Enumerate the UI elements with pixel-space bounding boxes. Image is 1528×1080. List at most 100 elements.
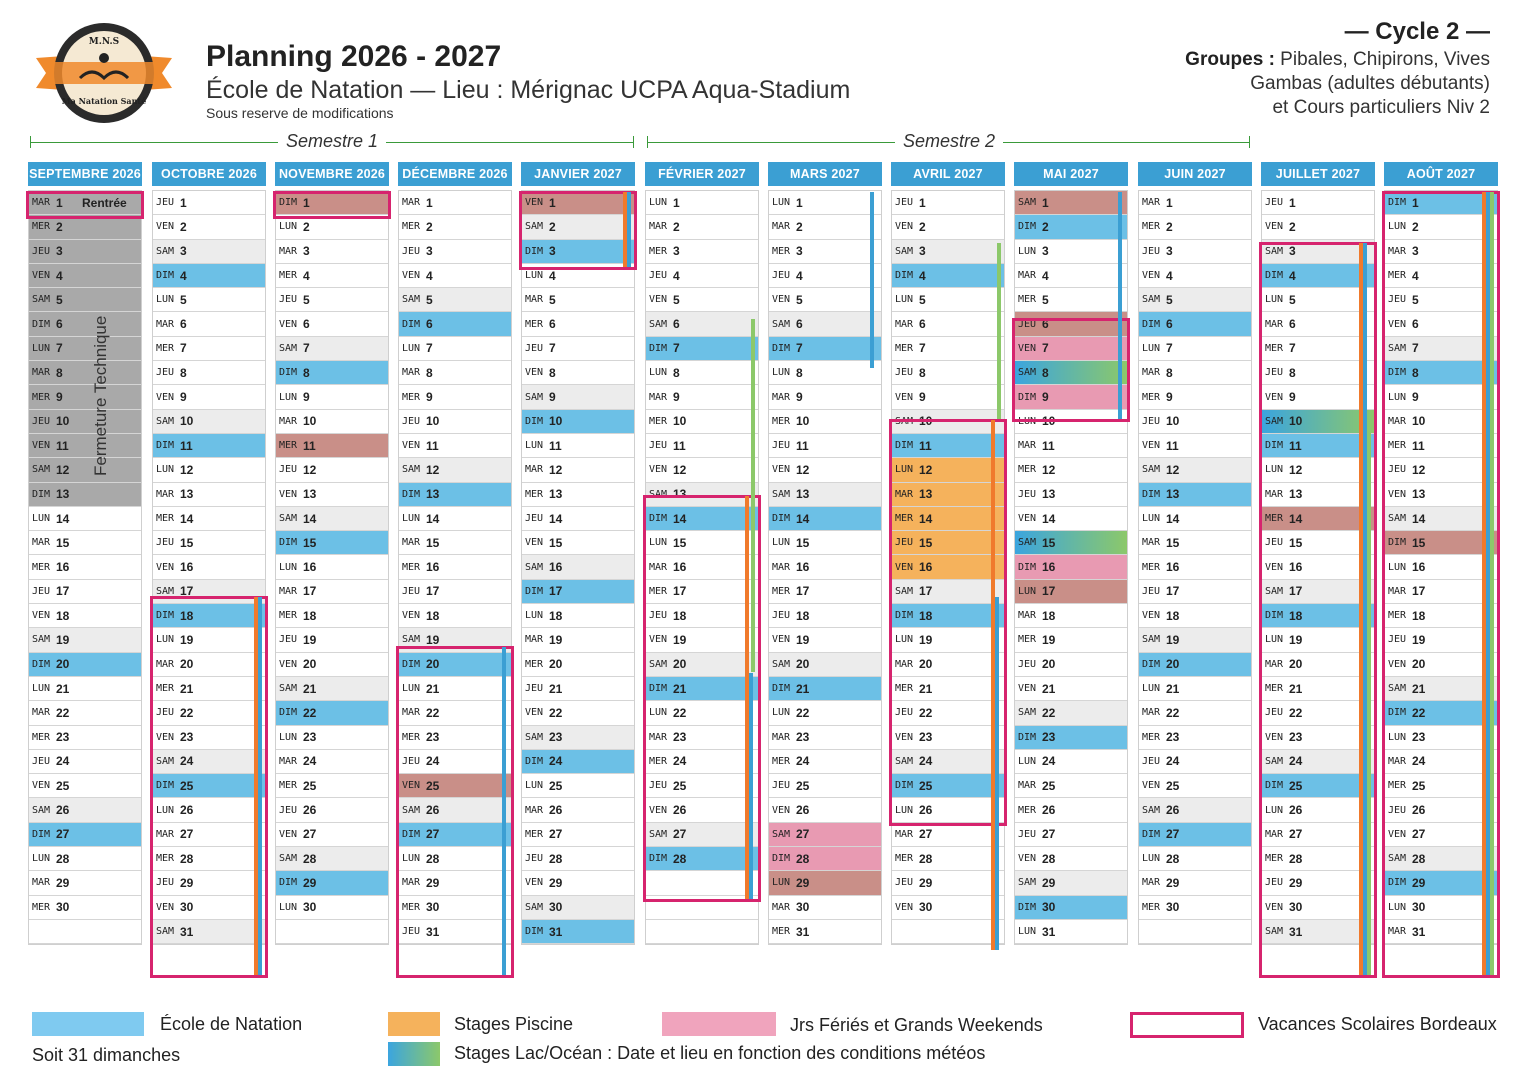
- day-number: 6: [426, 317, 433, 332]
- day-number: 26: [303, 803, 317, 818]
- day-number: 3: [549, 244, 556, 259]
- day-row: SAM 26: [29, 798, 141, 823]
- day-number: 1: [426, 195, 433, 210]
- day-number: 10: [1289, 414, 1303, 429]
- day-row: LUN 28: [29, 847, 141, 872]
- day-row: MAR 27: [892, 823, 1004, 848]
- day-row: MER 16: [1139, 555, 1251, 580]
- weekday-label: MER: [402, 221, 421, 233]
- weekday-label: VEN: [1018, 853, 1037, 865]
- weekday-label: JEU: [1142, 585, 1161, 597]
- day-row: MER 9: [29, 385, 141, 410]
- weekday-label: JEU: [402, 585, 421, 597]
- day-number: 24: [303, 754, 317, 769]
- day-row: MAR 17: [1385, 580, 1497, 605]
- weekday-label: DIM: [1142, 488, 1161, 500]
- day-row: SAM 27: [769, 822, 881, 848]
- day-row: JEU 12: [276, 458, 388, 483]
- day-row: VEN 2: [892, 215, 1004, 240]
- day-list: MAR 1 MER 2 JEU 3 VEN 4 SAM 5 DIM 6 LUN 7 MAR 8 MER 9 JEU 1…: [398, 190, 512, 946]
- day-row: DIM 14: [646, 506, 758, 532]
- weekday-label: SAM: [1142, 804, 1161, 816]
- weekday-label: VEN: [772, 464, 791, 476]
- weekday-label: JEU: [1018, 828, 1037, 840]
- day-row: JEU 17: [1139, 580, 1251, 605]
- day-row: DIM 22: [276, 701, 388, 726]
- weekday-label: SAM: [772, 318, 791, 330]
- weekday-label: DIM: [402, 318, 421, 330]
- day-number: 19: [303, 632, 317, 647]
- day-number: 10: [180, 414, 194, 429]
- day-number: 10: [426, 414, 440, 429]
- day-row: JEU 18: [769, 604, 881, 629]
- day-number: 8: [303, 365, 310, 380]
- weekday-label: DIM: [1265, 440, 1284, 452]
- day-row: SAM 30: [522, 895, 634, 920]
- weekday-label: JEU: [1265, 367, 1284, 379]
- day-row: DIM 25: [1262, 774, 1374, 799]
- weekday-label: MAR: [1388, 245, 1407, 257]
- day-row: MER 28: [1262, 847, 1374, 872]
- weekday-label: DIM: [772, 342, 791, 354]
- weekday-label: DIM: [525, 926, 544, 938]
- day-row: JEU 29: [1262, 871, 1374, 896]
- day-row: DIM 8: [1385, 361, 1497, 386]
- weekday-label: MER: [279, 440, 298, 452]
- day-row: SAM 3: [892, 239, 1004, 264]
- day-number: 14: [796, 511, 810, 526]
- day-row: SAM 23: [522, 725, 634, 750]
- weekday-label: LUN: [1018, 585, 1037, 597]
- weekday-label: JEU: [279, 294, 298, 306]
- day-row: MAR 19: [522, 628, 634, 653]
- day-row: JEU 14: [522, 507, 634, 532]
- day-number: 5: [1289, 292, 1296, 307]
- activity-indicator-bar: [749, 672, 753, 900]
- day-number: 3: [1412, 244, 1419, 259]
- day-row: LUN 29: [769, 871, 881, 896]
- day-row: VEN 22: [522, 701, 634, 726]
- day-row: SAM 22: [1015, 701, 1127, 726]
- day-row: MAR 6: [1262, 312, 1374, 337]
- day-number: 10: [56, 414, 70, 429]
- weekday-label: VEN: [525, 367, 544, 379]
- day-row: VEN 30: [892, 896, 1004, 920]
- day-number: 22: [673, 705, 687, 720]
- day-row: LUN 26: [153, 798, 265, 823]
- weekday-label: VEN: [402, 440, 421, 452]
- day-row: SAM 26: [1139, 798, 1251, 823]
- day-row: SAM 21: [276, 676, 388, 702]
- day-number: 24: [673, 754, 687, 769]
- day-number: 27: [426, 827, 440, 842]
- weekday-label: DIM: [1388, 537, 1407, 549]
- weekday-label: MER: [32, 731, 51, 743]
- day-row: MAR 23: [769, 726, 881, 750]
- day-number: 14: [426, 511, 440, 526]
- activity-indicator-bar: [502, 647, 506, 976]
- day-number: 28: [1412, 851, 1426, 866]
- day-number: 6: [549, 317, 556, 332]
- weekday-label: DIM: [649, 342, 668, 354]
- day-number: 24: [1166, 754, 1180, 769]
- day-row: MAR 29: [399, 871, 511, 896]
- day-number: 2: [426, 219, 433, 234]
- weekday-label: VEN: [649, 294, 668, 306]
- day-number: 8: [1289, 365, 1296, 380]
- day-row: DIM 11: [153, 433, 265, 459]
- day-number: 29: [56, 875, 70, 890]
- day-number: 24: [1042, 754, 1056, 769]
- day-row: MAR 5: [522, 288, 634, 313]
- day-row: MER 2: [399, 215, 511, 240]
- weekday-label: LUN: [402, 683, 421, 695]
- weekday-label: MER: [156, 683, 175, 695]
- day-row: LUN 19: [892, 628, 1004, 653]
- month-header: SEPTEMBRE 2026: [28, 162, 142, 186]
- weekday-label: VEN: [1142, 780, 1161, 792]
- activity-indicator-bar: [991, 419, 995, 950]
- day-row: LUN 2: [1385, 215, 1497, 240]
- day-number: 31: [549, 924, 563, 939]
- day-number: 23: [1289, 730, 1303, 745]
- day-row: JEU 8: [892, 361, 1004, 386]
- day-row: JEU 6: [1015, 312, 1127, 337]
- weekday-label: JEU: [32, 755, 51, 767]
- day-number: 27: [56, 827, 70, 842]
